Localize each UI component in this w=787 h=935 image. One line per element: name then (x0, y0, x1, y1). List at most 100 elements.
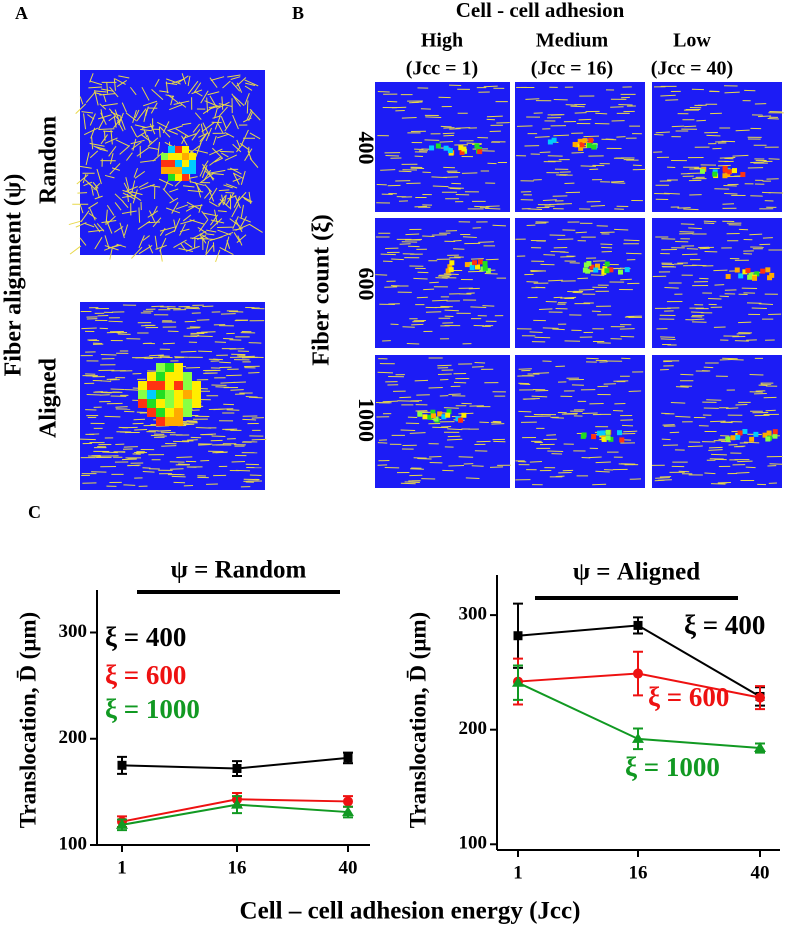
fiber (75, 103, 87, 115)
cell (591, 144, 597, 150)
cell (458, 145, 464, 151)
image-background (375, 82, 510, 212)
fiber (133, 167, 139, 178)
fiber (88, 212, 97, 220)
fiber (574, 112, 587, 114)
cell (165, 408, 174, 417)
fiber (87, 201, 99, 209)
cell (477, 259, 483, 265)
fiber (170, 95, 174, 106)
fiber (109, 86, 119, 98)
x-tick-label: 40 (751, 862, 770, 883)
row-label: 400 (354, 132, 379, 165)
fiber (102, 93, 107, 103)
cell (597, 430, 603, 436)
fiber (101, 88, 114, 92)
cell (752, 275, 758, 281)
cell (429, 145, 435, 151)
fiber (85, 152, 90, 166)
fiber (148, 210, 156, 222)
fiber (214, 157, 224, 163)
cell (156, 372, 165, 381)
cell (156, 399, 165, 408)
x-tick-label: 16 (629, 862, 648, 883)
fiber (432, 299, 448, 302)
fiber (132, 138, 137, 151)
fiber (610, 106, 624, 108)
fiber (442, 132, 455, 135)
cell (469, 261, 475, 267)
fiber (79, 237, 87, 246)
fiber (94, 90, 99, 106)
fiber (399, 396, 412, 399)
fiber (411, 323, 424, 326)
cell (585, 268, 591, 274)
fiber (208, 105, 221, 108)
fiber (432, 185, 449, 188)
fiber (218, 189, 230, 192)
simulation-image (375, 355, 511, 488)
fiber (757, 115, 772, 118)
cell (577, 138, 583, 144)
cell (740, 172, 746, 178)
fiber (121, 102, 127, 113)
fiber (209, 236, 223, 242)
cell (183, 399, 192, 408)
cell (183, 390, 192, 399)
fiber (108, 320, 123, 323)
fiber (575, 231, 587, 234)
cell (174, 417, 183, 426)
fiber (465, 477, 480, 479)
fiber (735, 129, 750, 132)
fiber (125, 112, 137, 121)
cell (431, 413, 437, 419)
fiber (214, 107, 218, 119)
fiber (175, 204, 189, 210)
cell (138, 390, 147, 399)
fiber (193, 82, 202, 93)
fiber (251, 438, 267, 441)
fiber (114, 78, 126, 85)
fiber (89, 150, 99, 159)
fiber (670, 402, 686, 404)
fiber (233, 172, 240, 185)
cell (617, 430, 623, 436)
fiber (226, 409, 240, 411)
fiber (99, 93, 116, 96)
fiber (220, 152, 229, 158)
fiber (242, 418, 257, 421)
fiber (245, 396, 258, 398)
fiber (230, 389, 244, 391)
fiber (132, 109, 137, 123)
cell (175, 146, 182, 153)
cell (165, 399, 174, 408)
fiber (104, 137, 118, 144)
fiber (749, 233, 763, 236)
fiber (225, 192, 235, 206)
cell (165, 381, 174, 390)
fiber (169, 197, 179, 204)
fiber (204, 170, 215, 180)
data-point (512, 676, 524, 687)
fiber (89, 142, 105, 147)
fiber (768, 158, 780, 160)
fiber (109, 153, 114, 165)
fiber (208, 187, 215, 202)
cell (765, 267, 771, 273)
cell (165, 417, 174, 426)
fiber (111, 167, 120, 171)
fiber (440, 425, 452, 428)
fiber (162, 121, 170, 134)
fiber (592, 260, 606, 262)
fiber (724, 91, 740, 94)
fiber (105, 209, 108, 226)
fiber (89, 113, 96, 126)
fiber (106, 215, 116, 225)
cell (156, 408, 165, 417)
fiber (711, 483, 726, 485)
fiber (170, 468, 184, 470)
fiber (105, 219, 113, 234)
x-tick-label: 16 (228, 857, 247, 878)
cell (156, 417, 165, 426)
cell (582, 138, 588, 144)
